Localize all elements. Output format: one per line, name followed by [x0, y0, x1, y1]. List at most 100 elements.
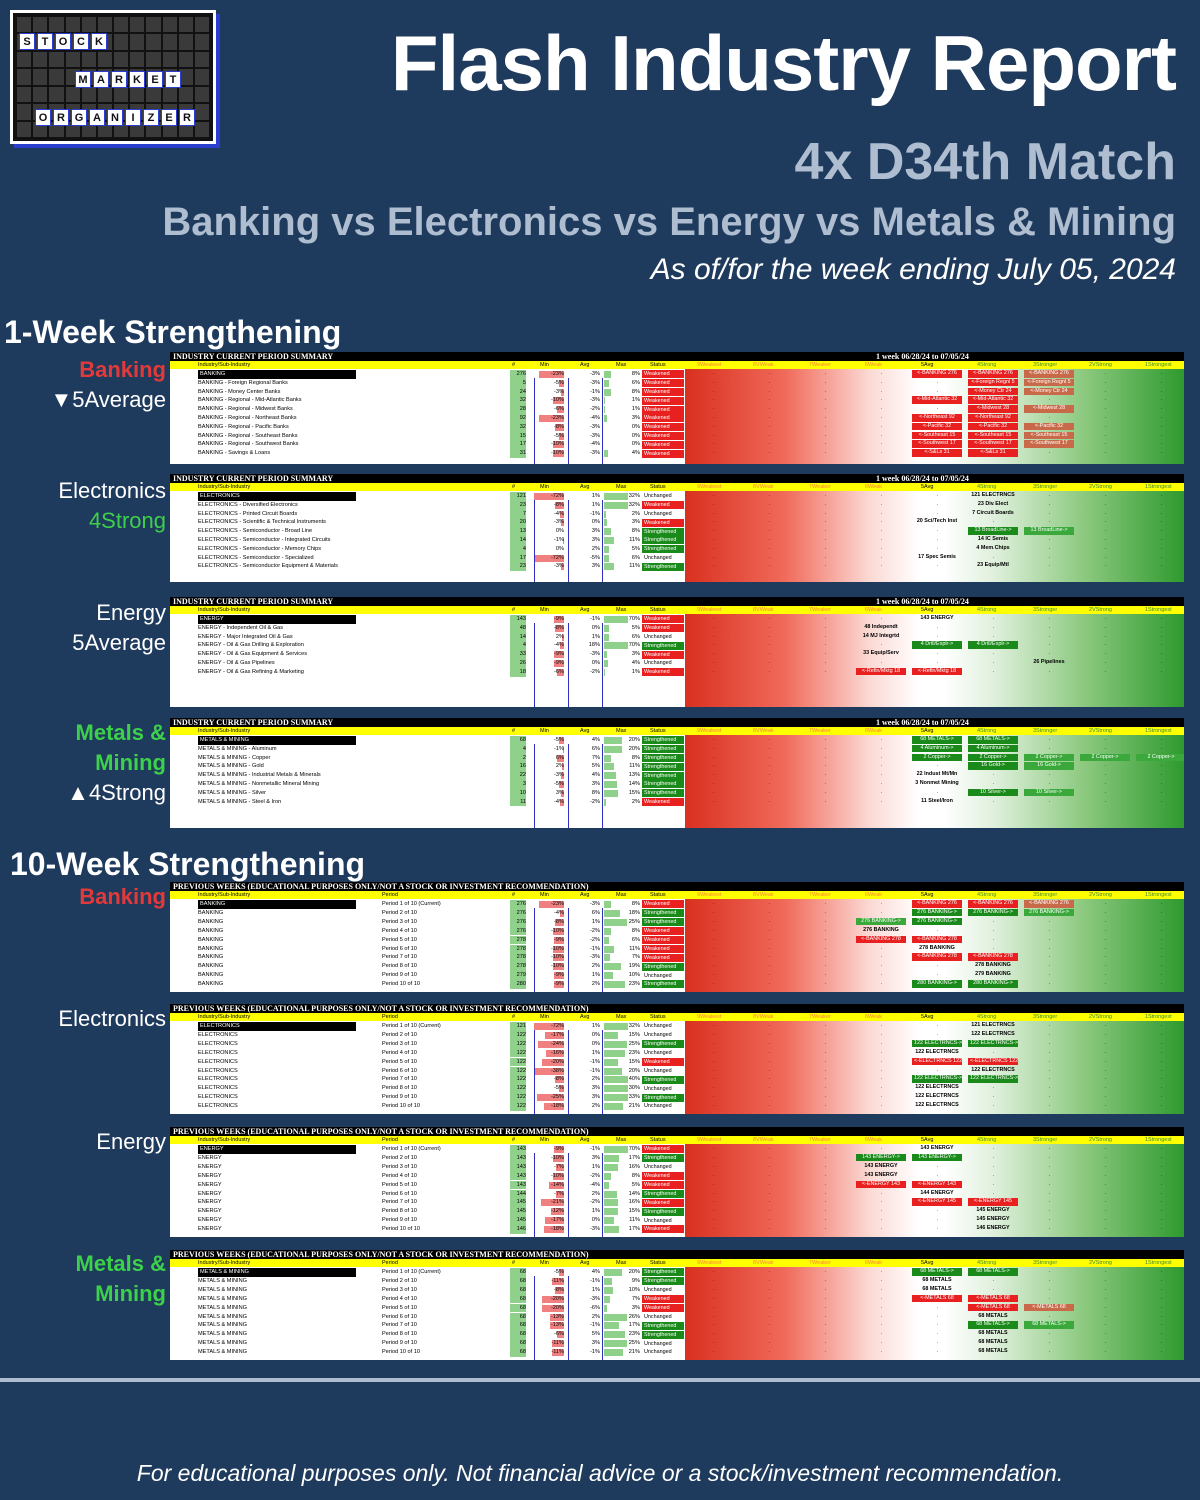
scale-dot: .: [937, 1276, 939, 1283]
row-min: -6%: [554, 668, 564, 676]
row-avg: 1%: [591, 1163, 600, 1170]
table-row: METALS & MINING Period 6 of 10 68 -13% 2% 26%…: [170, 1312, 1184, 1322]
col-header-scale: 1Strongest: [1145, 484, 1172, 490]
table-row: ELECTRONICS Period 4 of 10 122 -16% 1% 23% Unc…: [170, 1048, 1184, 1058]
row-name: ELECTRONICS: [198, 1094, 238, 1101]
rank-tag: 22 Indust Mt/Mn: [916, 771, 958, 778]
status-badge: Weakened: [642, 668, 684, 677]
rank-tag: <-Midwest 28: [968, 405, 1018, 413]
logo-letter: K: [129, 71, 145, 88]
rank-tag: 278 BANKING: [919, 944, 955, 951]
row-max: 5%: [604, 1181, 640, 1190]
scale-dot: .: [937, 615, 939, 621]
row-name: ELECTRONICS - Semiconductor - Memory Chi…: [198, 545, 322, 552]
row-avg: -3%: [590, 423, 600, 430]
scale-dot: .: [769, 962, 771, 969]
row-min: -1%: [554, 537, 564, 544]
scale-dot: .: [1105, 1039, 1107, 1046]
row-count: 68: [510, 1348, 526, 1357]
row-min: -8%: [554, 1076, 564, 1084]
rank-tag: 143 ENERGY: [864, 1162, 898, 1169]
rank-tag: <-Mid-Atlantic 32: [912, 396, 962, 404]
scale-dot: .: [1105, 1066, 1107, 1073]
scale-dot: .: [1049, 771, 1051, 778]
col-header-max: Max: [616, 892, 627, 898]
col-header-scale: 4Strong: [977, 484, 997, 490]
col-header-avg: Avg: [580, 728, 590, 734]
rank-tag: 3 Nonmet Mining: [915, 780, 959, 786]
table-row: METALS & MINING Period 1 of 10 (Current) 6…: [170, 1268, 1184, 1277]
scale-dot: .: [769, 370, 771, 376]
status-badge: Weakened: [642, 387, 684, 396]
panel-header: PREVIOUS WEEKS (EDUCATIONAL PURPOSES ONL…: [170, 1127, 1184, 1136]
rank-tag: 122 ELECTRNCS: [915, 1048, 959, 1055]
table-row: ENERGY Period 9 of 10 145 -17% 0% 11% Unchange…: [170, 1216, 1184, 1225]
scale-dot: .: [769, 396, 771, 403]
logo-cell: [97, 86, 112, 103]
scale-dot: .: [993, 632, 995, 639]
col-header-period: Period: [382, 1137, 398, 1143]
status-badge: Strengthened: [642, 909, 684, 918]
scale-dot: .: [713, 1171, 715, 1178]
table-row: BANKING - Money Center Banks 24 -3% -1% 8% We…: [170, 387, 1184, 397]
row-count: 17: [510, 553, 526, 563]
scale-dot: .: [1105, 1321, 1107, 1328]
col-header-max: Max: [616, 484, 627, 490]
row-avg: 3%: [591, 1094, 600, 1101]
status-badge: Strengthened: [642, 980, 684, 989]
row-name: BANKING: [198, 945, 224, 952]
col-header-scale: 5Avg: [921, 484, 934, 490]
row-period: Period 5 of 10: [382, 1304, 417, 1311]
scale-dot: .: [1105, 1145, 1107, 1151]
row-count: 33: [510, 650, 526, 659]
scale-dot: .: [1161, 971, 1163, 978]
row-name: BANKING: [198, 936, 224, 943]
scale-dot: .: [1105, 944, 1107, 951]
row-count: 122: [510, 1093, 526, 1102]
logo-cell: [162, 51, 177, 68]
status-badge: Unchanged: [642, 1084, 684, 1093]
scale-dot: .: [769, 980, 771, 987]
row-count: 278: [510, 953, 526, 963]
scale-dot: .: [881, 1321, 883, 1328]
row-period: Period 8 of 10: [382, 963, 417, 970]
panel-title: PREVIOUS WEEKS (EDUCATIONAL PURPOSES ONL…: [173, 1250, 589, 1259]
scale-dot: .: [713, 900, 715, 906]
scale-dot: .: [713, 405, 715, 412]
scale-dot: .: [937, 544, 939, 551]
scale-dot: .: [769, 908, 771, 915]
table-row: BANKING Period 5 of 10 278 -9% -2% 6% Weakened…: [170, 935, 1184, 945]
logo-letter: T: [37, 33, 53, 50]
scale-dot: .: [1161, 1207, 1163, 1214]
scale-dot: .: [1105, 1294, 1107, 1301]
panel-banking-10w: PREVIOUS WEEKS (EDUCATIONAL PURPOSES ONL…: [170, 882, 1184, 992]
scale-dot: .: [1105, 500, 1107, 507]
scale-dot: .: [1161, 544, 1163, 551]
rank-tag: 4 Aluminum->: [968, 744, 1018, 753]
logo-cell: [114, 17, 129, 33]
row-min: -72%: [534, 492, 564, 501]
row-name: ENERGY: [198, 1217, 222, 1224]
col-header-scale: 5Avg: [921, 1014, 934, 1020]
scale-dot: .: [881, 962, 883, 969]
scale-dot: .: [1105, 1268, 1107, 1274]
row-avg: 1%: [591, 501, 600, 508]
col-header-scale: 7Weaker: [809, 1137, 831, 1143]
scale-dot: .: [825, 908, 827, 915]
rank-tag: 68 METALS: [978, 1339, 1008, 1346]
logo-letter: T: [165, 71, 181, 88]
scale-dot: .: [1105, 1030, 1107, 1037]
rank-tag: 143 ENERGY: [920, 615, 954, 621]
label-banking-10w: Banking: [79, 884, 166, 909]
row-name: ELECTRONICS: [198, 1085, 238, 1092]
scale-dot: .: [993, 1030, 995, 1037]
table-row: ENERGY Period 2 of 10 143 -10% 3% 17% Strength…: [170, 1153, 1184, 1163]
row-avg: -1%: [590, 1058, 600, 1065]
rank-tag: 68 METALS->: [912, 736, 962, 744]
row-min: -14%: [534, 1181, 564, 1190]
row-min: -9%: [554, 972, 564, 980]
logo-cell: [17, 121, 32, 137]
scale-dot: .: [1049, 1093, 1051, 1100]
scale-dot: .: [825, 659, 827, 665]
scale-dot: .: [825, 1057, 827, 1064]
